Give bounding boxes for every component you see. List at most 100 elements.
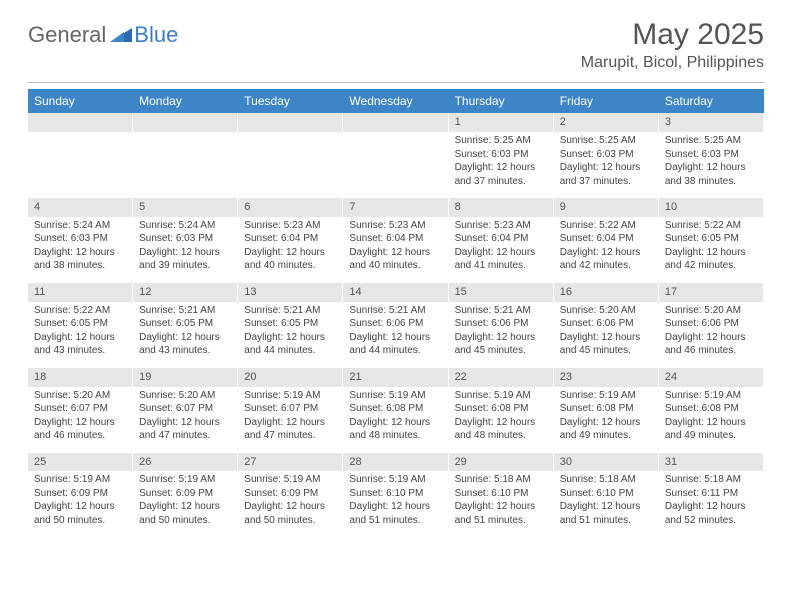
daylight-text: Daylight: 12 hours and 42 minutes. (665, 246, 757, 273)
sunrise-text: Sunrise: 5:23 AM (244, 219, 336, 233)
daylight-text: Daylight: 12 hours and 47 minutes. (139, 416, 231, 443)
daylight-text: Daylight: 12 hours and 48 minutes. (349, 416, 441, 443)
day-content: Sunrise: 5:19 AMSunset: 6:08 PMDaylight:… (659, 387, 764, 453)
day-content: Sunrise: 5:23 AMSunset: 6:04 PMDaylight:… (238, 217, 343, 283)
day-number: 7 (343, 198, 448, 217)
day-number (343, 113, 448, 132)
daylight-text: Daylight: 12 hours and 50 minutes. (139, 500, 231, 527)
day-content: Sunrise: 5:19 AMSunset: 6:09 PMDaylight:… (28, 471, 133, 537)
sunset-text: Sunset: 6:10 PM (560, 487, 652, 501)
day-number: 17 (659, 283, 764, 302)
sunrise-text: Sunrise: 5:25 AM (455, 134, 547, 148)
day-content: Sunrise: 5:21 AMSunset: 6:06 PMDaylight:… (343, 302, 448, 368)
day-header: Thursday (449, 89, 554, 113)
day-number: 13 (238, 283, 343, 302)
day-content: Sunrise: 5:25 AMSunset: 6:03 PMDaylight:… (449, 132, 554, 198)
daylight-text: Daylight: 12 hours and 51 minutes. (455, 500, 547, 527)
sunrise-text: Sunrise: 5:24 AM (139, 219, 231, 233)
logo-text-blue: Blue (134, 22, 178, 48)
sunset-text: Sunset: 6:04 PM (244, 232, 336, 246)
daylight-text: Daylight: 12 hours and 43 minutes. (139, 331, 231, 358)
day-content: Sunrise: 5:25 AMSunset: 6:03 PMDaylight:… (554, 132, 659, 198)
daylight-text: Daylight: 12 hours and 38 minutes. (34, 246, 126, 273)
sunrise-text: Sunrise: 5:21 AM (139, 304, 231, 318)
content-row: Sunrise: 5:19 AMSunset: 6:09 PMDaylight:… (28, 471, 764, 537)
sunrise-text: Sunrise: 5:23 AM (349, 219, 441, 233)
day-content: Sunrise: 5:19 AMSunset: 6:10 PMDaylight:… (343, 471, 448, 537)
sunset-text: Sunset: 6:05 PM (665, 232, 757, 246)
day-number: 15 (449, 283, 554, 302)
daylight-text: Daylight: 12 hours and 50 minutes. (34, 500, 126, 527)
content-row: Sunrise: 5:22 AMSunset: 6:05 PMDaylight:… (28, 302, 764, 368)
sunrise-text: Sunrise: 5:19 AM (455, 389, 547, 403)
calendar: Sunday Monday Tuesday Wednesday Thursday… (28, 89, 764, 537)
content-row: Sunrise: 5:20 AMSunset: 6:07 PMDaylight:… (28, 387, 764, 453)
sunrise-text: Sunrise: 5:18 AM (560, 473, 652, 487)
sunrise-text: Sunrise: 5:24 AM (34, 219, 126, 233)
day-number: 24 (659, 368, 764, 387)
daylight-text: Daylight: 12 hours and 47 minutes. (244, 416, 336, 443)
day-content: Sunrise: 5:18 AMSunset: 6:10 PMDaylight:… (554, 471, 659, 537)
daylight-text: Daylight: 12 hours and 51 minutes. (349, 500, 441, 527)
daylight-text: Daylight: 12 hours and 37 minutes. (560, 161, 652, 188)
daylight-text: Daylight: 12 hours and 51 minutes. (560, 500, 652, 527)
sunset-text: Sunset: 6:08 PM (349, 402, 441, 416)
daylight-text: Daylight: 12 hours and 46 minutes. (34, 416, 126, 443)
daylight-text: Daylight: 12 hours and 39 minutes. (139, 246, 231, 273)
day-number: 23 (554, 368, 659, 387)
sunrise-text: Sunrise: 5:19 AM (349, 473, 441, 487)
day-content: Sunrise: 5:23 AMSunset: 6:04 PMDaylight:… (343, 217, 448, 283)
sunset-text: Sunset: 6:05 PM (139, 317, 231, 331)
day-content: Sunrise: 5:18 AMSunset: 6:11 PMDaylight:… (659, 471, 764, 537)
sunset-text: Sunset: 6:08 PM (455, 402, 547, 416)
day-number: 14 (343, 283, 448, 302)
day-number: 9 (554, 198, 659, 217)
daynum-row: 25262728293031 (28, 453, 764, 472)
daylight-text: Daylight: 12 hours and 43 minutes. (34, 331, 126, 358)
daylight-text: Daylight: 12 hours and 45 minutes. (560, 331, 652, 358)
sunset-text: Sunset: 6:09 PM (34, 487, 126, 501)
sunset-text: Sunset: 6:07 PM (34, 402, 126, 416)
sunrise-text: Sunrise: 5:25 AM (560, 134, 652, 148)
day-content: Sunrise: 5:21 AMSunset: 6:06 PMDaylight:… (449, 302, 554, 368)
day-number: 4 (28, 198, 133, 217)
sunrise-text: Sunrise: 5:19 AM (139, 473, 231, 487)
sunrise-text: Sunrise: 5:21 AM (349, 304, 441, 318)
day-content: Sunrise: 5:19 AMSunset: 6:09 PMDaylight:… (133, 471, 238, 537)
day-number: 19 (133, 368, 238, 387)
day-content (238, 132, 343, 198)
daylight-text: Daylight: 12 hours and 49 minutes. (560, 416, 652, 443)
sunrise-text: Sunrise: 5:20 AM (560, 304, 652, 318)
day-content: Sunrise: 5:21 AMSunset: 6:05 PMDaylight:… (238, 302, 343, 368)
sunset-text: Sunset: 6:04 PM (560, 232, 652, 246)
day-header: Wednesday (343, 89, 448, 113)
day-content: Sunrise: 5:22 AMSunset: 6:04 PMDaylight:… (554, 217, 659, 283)
day-number: 16 (554, 283, 659, 302)
day-number: 31 (659, 453, 764, 472)
daylight-text: Daylight: 12 hours and 41 minutes. (455, 246, 547, 273)
daylight-text: Daylight: 12 hours and 46 minutes. (665, 331, 757, 358)
content-row: Sunrise: 5:25 AMSunset: 6:03 PMDaylight:… (28, 132, 764, 198)
daylight-text: Daylight: 12 hours and 44 minutes. (244, 331, 336, 358)
day-content: Sunrise: 5:20 AMSunset: 6:06 PMDaylight:… (659, 302, 764, 368)
day-number: 29 (449, 453, 554, 472)
day-content: Sunrise: 5:21 AMSunset: 6:05 PMDaylight:… (133, 302, 238, 368)
sunrise-text: Sunrise: 5:21 AM (455, 304, 547, 318)
sunset-text: Sunset: 6:04 PM (455, 232, 547, 246)
sunrise-text: Sunrise: 5:20 AM (665, 304, 757, 318)
sunrise-text: Sunrise: 5:18 AM (455, 473, 547, 487)
daylight-text: Daylight: 12 hours and 42 minutes. (560, 246, 652, 273)
sunset-text: Sunset: 6:10 PM (455, 487, 547, 501)
day-content: Sunrise: 5:19 AMSunset: 6:09 PMDaylight:… (238, 471, 343, 537)
day-content: Sunrise: 5:22 AMSunset: 6:05 PMDaylight:… (28, 302, 133, 368)
header: General Blue May 2025 Marupit, Bicol, Ph… (0, 0, 792, 76)
day-content: Sunrise: 5:20 AMSunset: 6:06 PMDaylight:… (554, 302, 659, 368)
day-number: 26 (133, 453, 238, 472)
sunrise-text: Sunrise: 5:19 AM (244, 389, 336, 403)
sunrise-text: Sunrise: 5:20 AM (34, 389, 126, 403)
day-number (28, 113, 133, 132)
day-header: Monday (133, 89, 238, 113)
day-content (343, 132, 448, 198)
sunset-text: Sunset: 6:09 PM (139, 487, 231, 501)
logo-text-general: General (28, 22, 106, 48)
